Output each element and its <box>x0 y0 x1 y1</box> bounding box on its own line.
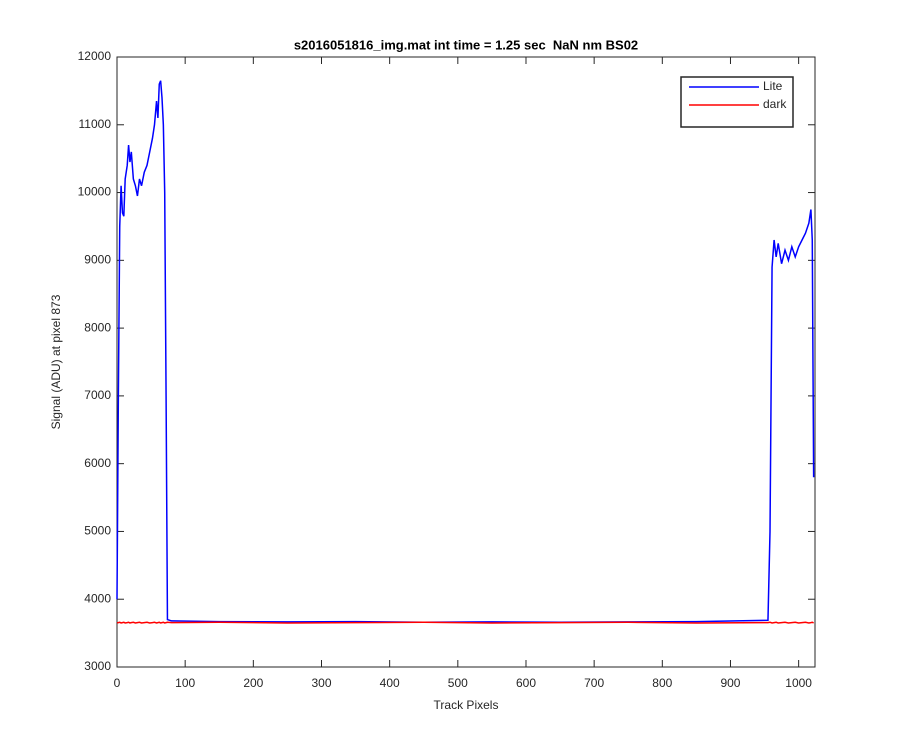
x-tick-label: 700 <box>584 676 604 690</box>
y-tick-label: 6000 <box>84 456 111 470</box>
chart-title: s2016051816_img.mat int time = 1.25 sec … <box>294 37 638 52</box>
plot-area <box>116 56 816 668</box>
x-tick-label: 300 <box>311 676 331 690</box>
y-tick-label: 9000 <box>84 253 111 267</box>
legend-box <box>680 76 794 128</box>
y-tick-label: 10000 <box>78 185 112 199</box>
y-axis-label: Signal (ADU) at pixel 873 <box>49 294 63 429</box>
x-tick-label: 1000 <box>785 676 812 690</box>
y-tick-label: 7000 <box>84 388 111 402</box>
x-tick-label: 0 <box>114 676 121 690</box>
x-tick-label: 100 <box>175 676 195 690</box>
y-tick-label: 3000 <box>84 659 111 673</box>
x-tick-label: 400 <box>380 676 400 690</box>
legend-label: Lite <box>763 79 783 93</box>
y-tick-label: 12000 <box>78 49 112 63</box>
x-tick-label: 800 <box>652 676 672 690</box>
y-tick-label: 5000 <box>84 524 111 538</box>
x-tick-label: 200 <box>243 676 263 690</box>
legend-label: dark <box>763 97 787 111</box>
line-series <box>116 80 815 624</box>
y-tick-label: 4000 <box>84 591 111 605</box>
y-tick-label: 8000 <box>84 320 111 334</box>
x-tick-label: 500 <box>448 676 468 690</box>
x-tick-label: 600 <box>516 676 536 690</box>
x-tick-label: 900 <box>720 676 740 690</box>
line-series <box>116 621 814 624</box>
y-tick-label: 11000 <box>79 117 112 131</box>
x-axis-label: Track Pixels <box>434 698 499 712</box>
